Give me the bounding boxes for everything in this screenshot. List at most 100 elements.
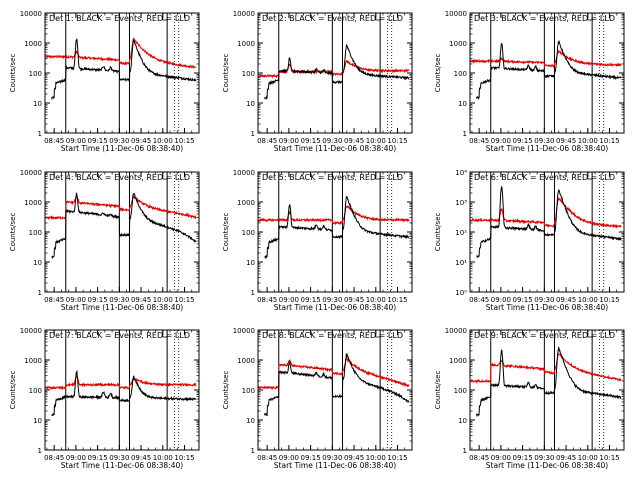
events-series-line <box>476 39 622 100</box>
x-tick-label: 09:45 <box>556 454 576 462</box>
x-tick-label: 08:45 <box>257 454 277 462</box>
marker-bracket <box>162 13 168 21</box>
y-tick-label: 1000 <box>24 199 42 207</box>
x-tick-label: 10:00 <box>153 454 173 462</box>
events-series-line <box>264 352 410 417</box>
events-series-line <box>51 191 197 260</box>
events-series-line <box>264 196 410 260</box>
x-tick-label: 09:00 <box>491 137 511 145</box>
y-tick-label: 10 <box>33 259 42 267</box>
x-tick-label: 10:15 <box>387 137 407 145</box>
x-tick-label: 10:15 <box>174 137 194 145</box>
x-tick-label: 09:00 <box>279 296 299 304</box>
y-tick-label: 1000 <box>24 40 42 48</box>
x-tick-label: 09:15 <box>513 296 533 304</box>
x-tick-label: 09:30 <box>322 296 342 304</box>
x-tick-label: 08:45 <box>44 296 64 304</box>
events-series-line <box>51 369 197 417</box>
detector-panel-9: Det 9: BLACK = Events, RED = LLD11010010… <box>434 327 625 470</box>
y-tick-label: 1 <box>463 447 467 455</box>
y-tick-label: 100 <box>454 387 467 395</box>
plot-frame <box>469 171 625 293</box>
plot-frame <box>469 329 625 451</box>
x-tick-label: 09:00 <box>279 454 299 462</box>
y-tick-label: 10 <box>246 417 255 425</box>
x-tick-label: 09:45 <box>131 454 151 462</box>
y-tick-label: 10⁴ <box>455 169 467 177</box>
x-tick-label: 10:00 <box>366 454 386 462</box>
x-tick-label: 10:15 <box>174 454 194 462</box>
x-tick-label: 10:15 <box>387 454 407 462</box>
y-tick-label: 100 <box>242 229 255 237</box>
y-tick-label: 100 <box>242 387 255 395</box>
x-tick-label: 09:15 <box>88 454 108 462</box>
y-tick-label: 10² <box>455 229 467 237</box>
x-tick-label: 09:30 <box>534 454 554 462</box>
detector-panel-7: Det 7: BLACK = Events, RED = LLD11010010… <box>9 327 200 470</box>
lld-series-line <box>258 357 410 391</box>
x-tick-label: 09:30 <box>534 137 554 145</box>
marker-bracket <box>375 172 381 180</box>
x-tick-label: 09:30 <box>322 137 342 145</box>
y-tick-label: 10000 <box>445 10 467 18</box>
x-tick-label: 10:00 <box>153 137 173 145</box>
lld-series-line <box>258 205 410 226</box>
x-axis-label: Start Time (11-Dec-06 08:38:40) <box>274 144 396 153</box>
x-axis-label: Start Time (11-Dec-06 08:38:40) <box>486 461 608 470</box>
events-series-line <box>51 38 197 101</box>
y-tick-label: 10000 <box>20 10 42 18</box>
x-tick-label: 10:15 <box>599 296 619 304</box>
x-axis-label: Start Time (11-Dec-06 08:38:40) <box>61 144 183 153</box>
x-axis-label: Start Time (11-Dec-06 08:38:40) <box>486 303 608 312</box>
detector-panel-1: Det 1: BLACK = Events, RED = LLD11010010… <box>9 10 200 153</box>
plot-frame <box>44 12 200 134</box>
x-tick-label: 10:00 <box>578 137 598 145</box>
y-tick-label: 10 <box>33 417 42 425</box>
y-tick-label: 1 <box>38 289 42 297</box>
x-tick-label: 08:45 <box>257 137 277 145</box>
plot-frame <box>44 171 200 293</box>
y-tick-label: 100 <box>242 70 255 78</box>
y-tick-label: 100 <box>454 70 467 78</box>
y-tick-label: 10000 <box>233 10 255 18</box>
x-tick-label: 09:45 <box>344 454 364 462</box>
x-tick-label: 09:45 <box>556 296 576 304</box>
x-axis-label: Start Time (11-Dec-06 08:38:40) <box>61 303 183 312</box>
lld-series-line <box>45 375 197 391</box>
x-tick-label: 08:45 <box>257 296 277 304</box>
y-tick-label: 10 <box>458 417 467 425</box>
y-tick-label: 1000 <box>237 40 255 48</box>
plot-frame <box>257 171 413 293</box>
x-tick-label: 08:45 <box>44 454 64 462</box>
x-tick-label: 08:45 <box>469 137 489 145</box>
y-tick-label: 1 <box>38 130 42 138</box>
y-tick-label: 10000 <box>233 169 255 177</box>
y-tick-label: 10000 <box>445 327 467 335</box>
y-axis-label: Counts/sec <box>222 213 230 252</box>
marker-bracket <box>587 330 593 338</box>
x-tick-label: 10:00 <box>366 137 386 145</box>
y-axis-label: Counts/sec <box>434 213 442 252</box>
y-tick-label: 1 <box>251 130 255 138</box>
y-tick-label: 1000 <box>449 357 467 365</box>
x-tick-label: 10:15 <box>174 296 194 304</box>
y-tick-label: 1 <box>463 130 467 138</box>
y-tick-label: 10³ <box>455 199 467 207</box>
x-tick-label: 09:30 <box>534 296 554 304</box>
detector-panel-2: Det 2: BLACK = Events, RED = LLD11010010… <box>222 10 413 153</box>
lld-series-line <box>470 352 622 384</box>
x-tick-label: 09:30 <box>109 454 129 462</box>
x-tick-label: 09:45 <box>556 137 576 145</box>
x-tick-label: 09:00 <box>491 454 511 462</box>
x-tick-label: 09:30 <box>109 296 129 304</box>
x-tick-label: 09:45 <box>131 296 151 304</box>
y-tick-label: 10 <box>458 100 467 108</box>
y-tick-label: 1000 <box>237 199 255 207</box>
y-axis-label: Counts/sec <box>9 213 17 252</box>
detector-panel-6: Det 6: BLACK = Events, RED = LLD10⁰10¹10… <box>434 169 625 312</box>
x-tick-label: 10:15 <box>599 137 619 145</box>
x-tick-label: 08:45 <box>44 137 64 145</box>
marker-bracket <box>587 13 593 21</box>
x-tick-label: 09:30 <box>322 454 342 462</box>
y-tick-label: 100 <box>29 70 42 78</box>
